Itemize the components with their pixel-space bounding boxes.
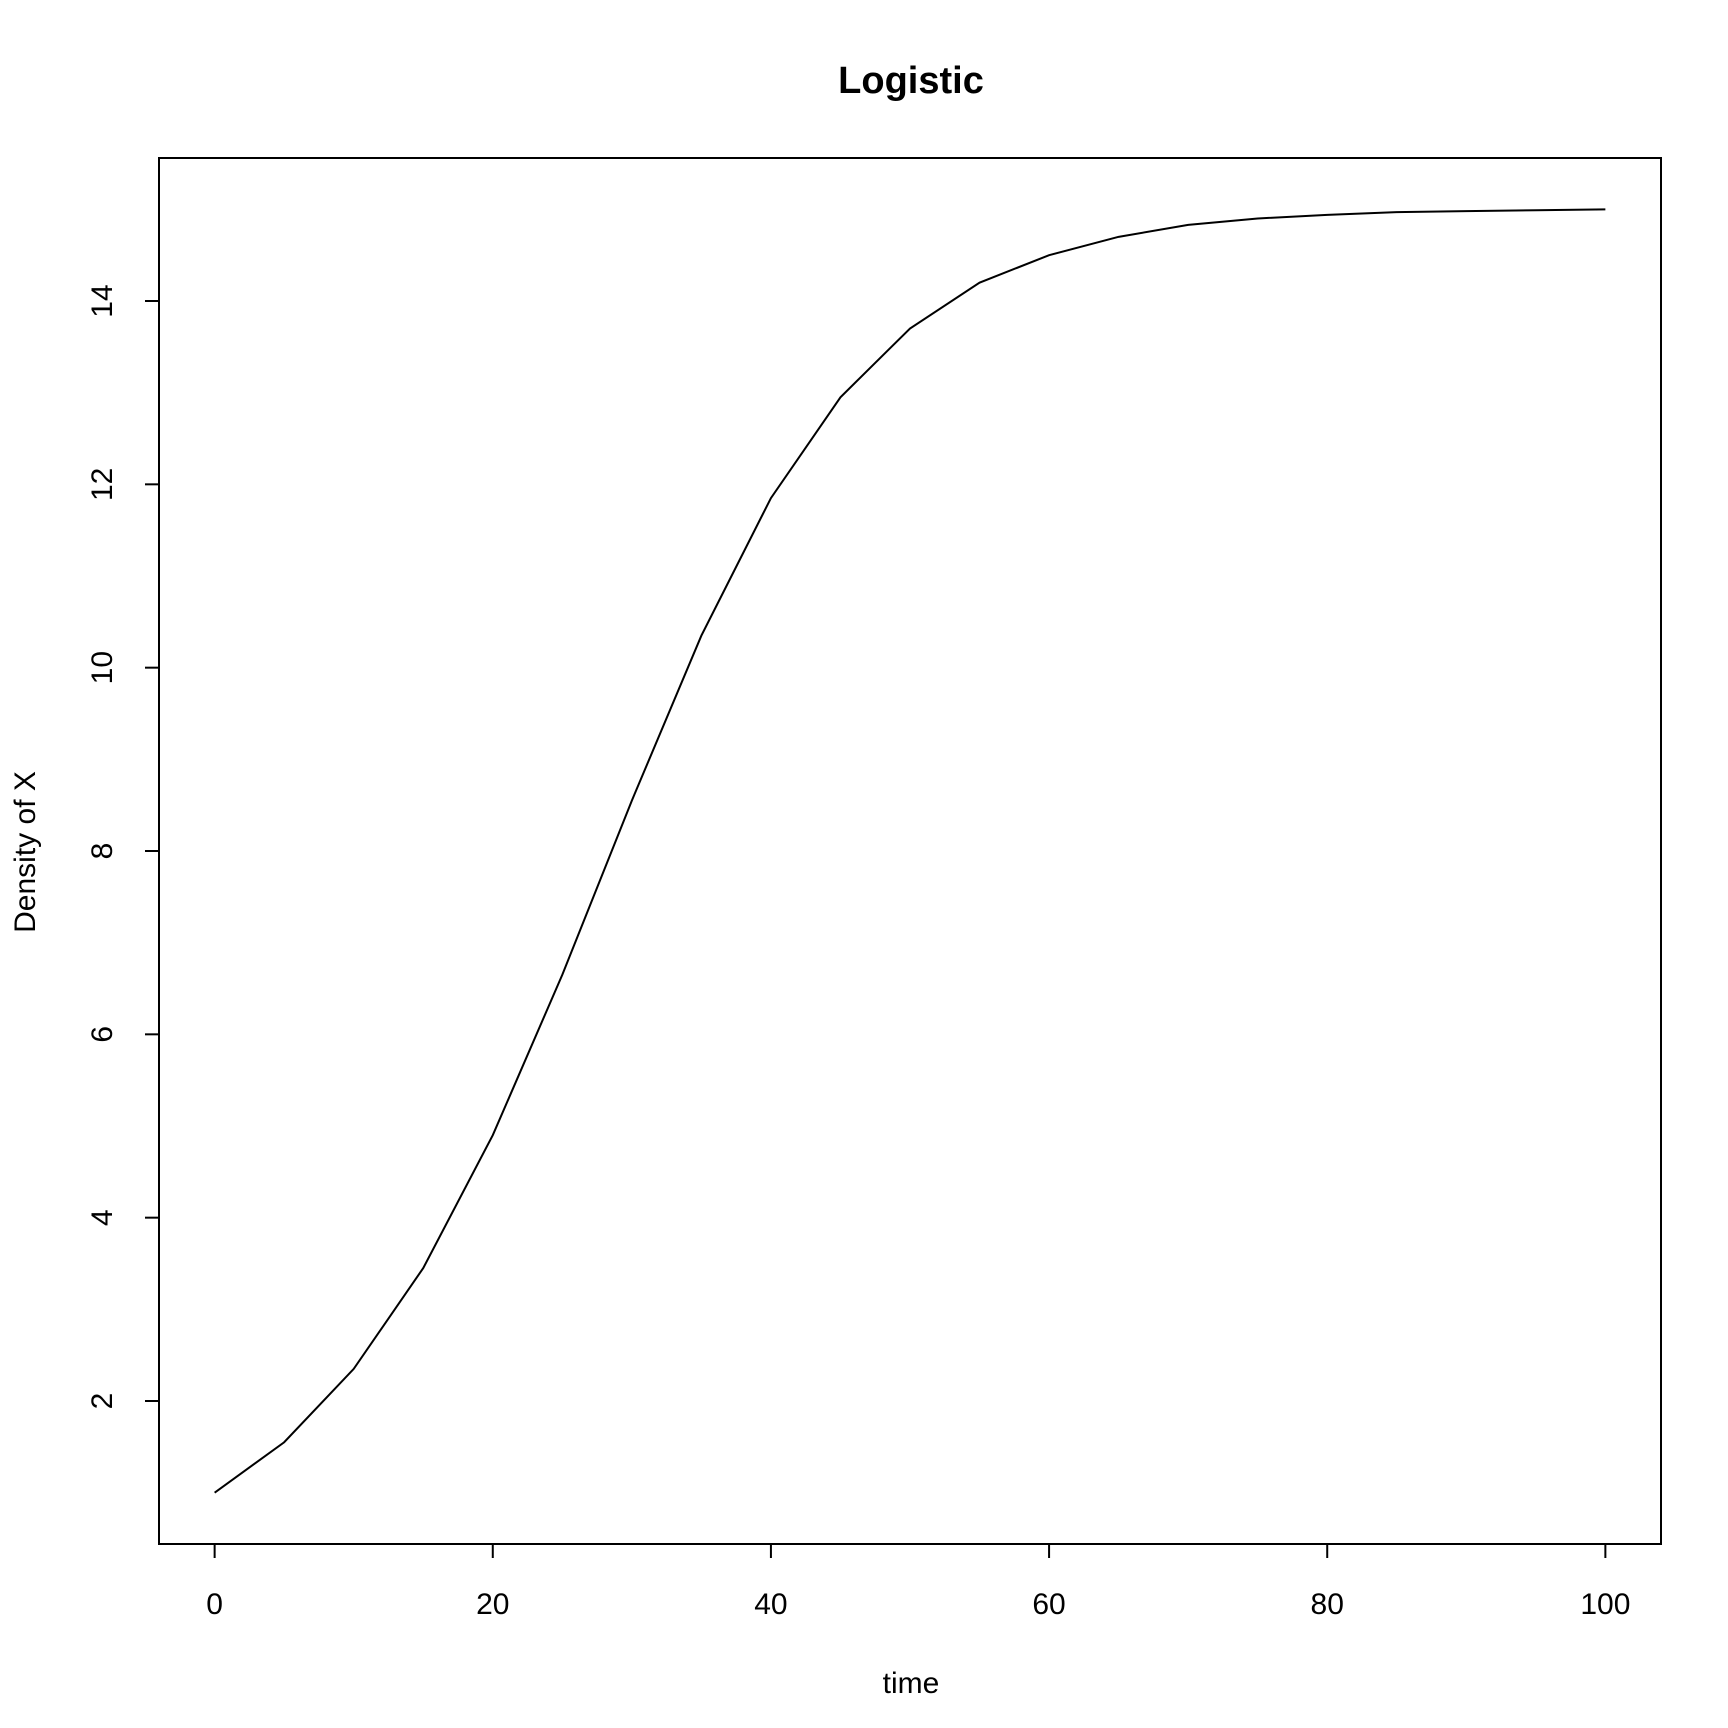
x-tick-label: 20 <box>476 1588 509 1621</box>
x-tick-label: 60 <box>1032 1588 1065 1621</box>
y-axis-label: Density of X <box>9 771 42 933</box>
y-axis: 2 4 6 8 10 12 14 <box>86 284 160 1410</box>
x-axis-label: time <box>883 1667 940 1700</box>
y-tick-label: 14 <box>86 284 119 317</box>
y-tick-label: 2 <box>86 1393 119 1410</box>
x-tick-label: 0 <box>206 1588 223 1621</box>
x-tick-label: 100 <box>1580 1588 1630 1621</box>
y-tick-label: 12 <box>86 468 119 501</box>
series-line-density <box>214 208 1606 1494</box>
chart-title: Logistic <box>838 60 984 102</box>
x-axis: 0 20 40 60 80 100 <box>206 1543 1630 1621</box>
x-tick-label: 40 <box>754 1588 787 1621</box>
y-tick-label: 10 <box>86 651 119 684</box>
y-tick-label: 8 <box>86 843 119 860</box>
y-tick-label: 6 <box>86 1026 119 1043</box>
x-tick-label: 80 <box>1311 1588 1344 1621</box>
y-tick-label: 4 <box>86 1209 119 1226</box>
